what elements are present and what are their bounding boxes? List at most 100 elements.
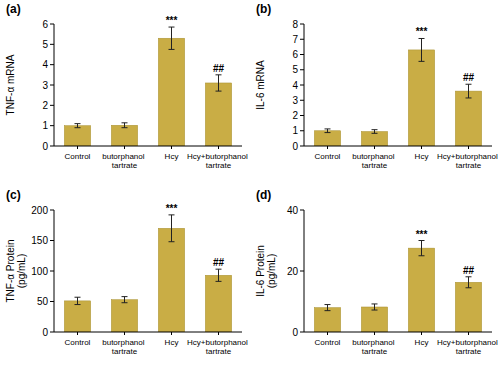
y-tick-label: 4: [292, 80, 298, 91]
bar: [64, 301, 90, 332]
y-tick-label: 5: [42, 39, 48, 50]
x-tick-label: Control: [65, 338, 91, 347]
x-axis: [304, 332, 492, 333]
error-bar: [372, 130, 378, 134]
bar: [158, 228, 184, 332]
y-tick: [300, 130, 304, 131]
y-tick: [50, 85, 54, 86]
plot-area: [64, 27, 231, 146]
y-tick-label: 50: [37, 296, 49, 307]
y-tick-label: 40: [287, 205, 299, 216]
x-tick: [77, 146, 78, 149]
bar: [314, 131, 340, 146]
y-tick: [300, 210, 304, 211]
plot-area: [64, 215, 231, 332]
x-tick: [218, 332, 219, 335]
y-tick: [50, 105, 54, 106]
bar: [64, 126, 90, 146]
significance-label: ##: [213, 63, 225, 74]
error-bar: [466, 277, 472, 288]
x-tick: [374, 146, 375, 149]
panel: (b)IL-6 mRNA***##012345678Controlbutorph…: [255, 2, 500, 170]
y-tick-label: 150: [31, 235, 48, 246]
x-tick: [468, 332, 469, 335]
y-axis-label: IL-6 mRNA: [255, 60, 266, 110]
bar: [361, 132, 387, 146]
x-tick: [124, 146, 125, 149]
y-axis-label: (pg/mL): [16, 254, 27, 288]
x-tick: [171, 146, 172, 149]
y-tick: [50, 271, 54, 272]
bar: [111, 125, 137, 146]
bar: [205, 275, 231, 332]
significance-label: ***: [166, 203, 178, 214]
x-tick-label: Hcy+butorphanol tartrate: [187, 338, 250, 356]
bar: [455, 282, 481, 332]
x-tick-label: Hcy: [415, 152, 429, 161]
y-tick: [300, 85, 304, 86]
panel: (c)TNF-α Protein(pg/mL)***##050100150200…: [5, 188, 250, 356]
significance-label: ##: [463, 265, 475, 276]
y-tick: [50, 332, 54, 333]
panel-label: (d): [256, 188, 271, 202]
plot-area: [314, 241, 481, 333]
figure: (a)TNF-α mRNA***##0123456Controlbutorpha…: [0, 0, 500, 372]
error-bar: [419, 38, 425, 61]
y-tick-label: 2: [42, 100, 48, 111]
x-tick: [171, 332, 172, 335]
bar: [111, 300, 137, 332]
x-tick-label: Hcy+butorphanol tartrate: [187, 152, 250, 170]
panel-label: (a): [6, 2, 21, 16]
x-tick-label: butorphanol tartrate: [102, 152, 146, 170]
y-tick: [300, 69, 304, 70]
x-tick-label: Hcy: [165, 338, 179, 347]
y-tick-label: 3: [292, 95, 298, 106]
x-tick: [218, 146, 219, 149]
y-axis-label: IL-6 Protein: [255, 245, 266, 297]
x-tick: [327, 146, 328, 149]
x-tick-label: Hcy: [415, 338, 429, 347]
bar: [158, 38, 184, 146]
y-tick-label: 7: [292, 34, 298, 45]
error-bar: [122, 123, 128, 128]
error-bar: [419, 241, 425, 256]
y-tick: [50, 44, 54, 45]
y-tick-label: 8: [292, 19, 298, 30]
x-axis: [304, 146, 492, 147]
bar: [408, 248, 434, 332]
y-tick-label: 0: [42, 141, 48, 152]
bar: [314, 308, 340, 332]
x-tick: [421, 332, 422, 335]
y-tick-label: 6: [292, 49, 298, 60]
x-tick: [468, 146, 469, 149]
error-bar: [122, 297, 128, 303]
y-tick: [300, 39, 304, 40]
y-tick-label: 20: [287, 266, 299, 277]
bar: [361, 307, 387, 332]
error-bar: [216, 269, 222, 281]
y-tick: [50, 24, 54, 25]
error-bar: [75, 124, 81, 128]
x-axis: [54, 332, 242, 333]
y-tick-label: 2: [292, 110, 298, 121]
significance-label: ##: [213, 257, 225, 268]
error-bar: [75, 297, 81, 304]
x-tick: [77, 332, 78, 335]
x-tick-label: butorphanol tartrate: [352, 152, 396, 170]
error-bar: [325, 129, 331, 133]
x-tick: [374, 332, 375, 335]
y-tick-label: 0: [42, 327, 48, 338]
y-tick-label: 1: [42, 120, 48, 131]
y-tick: [50, 64, 54, 65]
y-tick: [300, 332, 304, 333]
significance-label: ***: [416, 26, 428, 37]
bar: [455, 91, 481, 146]
error-bar: [466, 84, 472, 98]
y-tick: [300, 100, 304, 101]
plot-area: [314, 38, 481, 146]
panel: (a)TNF-α mRNA***##0123456Controlbutorpha…: [5, 2, 250, 170]
y-tick: [50, 210, 54, 211]
x-tick-label: Hcy+butorphanol tartrate: [437, 152, 500, 170]
error-bar: [216, 75, 222, 91]
x-tick-label: Hcy+butorphanol tartrate: [437, 338, 500, 356]
